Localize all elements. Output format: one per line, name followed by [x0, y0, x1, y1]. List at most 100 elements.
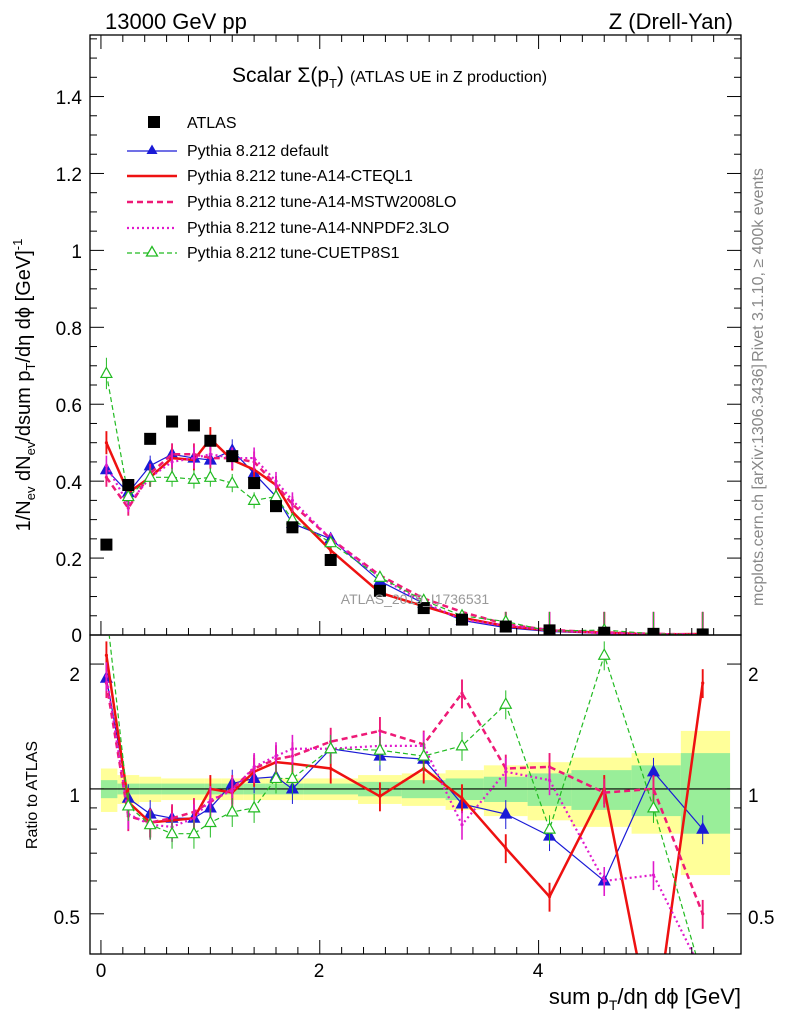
- data-point-nnpdf: [192, 456, 196, 460]
- ratio-band-green: [571, 770, 632, 810]
- data-point-mstw: [104, 475, 109, 479]
- data-point-nnpdf: [274, 754, 278, 758]
- mcplots-label: mcplots.cern.ch [arXiv:1306.3436]: [750, 364, 767, 606]
- data-point-atlas: [166, 415, 179, 428]
- data-point-cuetp8s1: [247, 493, 261, 505]
- data-point-nnpdf: [290, 498, 295, 502]
- x-tick-labels: 0 2 4: [96, 961, 544, 982]
- data-point-nnpdf: [602, 879, 606, 883]
- x-tick-label: 2: [314, 961, 325, 982]
- data-point-cuetp8s1: [543, 821, 557, 834]
- ratio-panel-frame: [89, 634, 742, 955]
- data-point-atlas: [417, 602, 430, 615]
- data-point-cuetp8s1: [203, 470, 217, 482]
- data-point-default: [696, 821, 710, 834]
- data-point-cuetp8s1: [225, 804, 239, 817]
- data-point-nnpdf: [170, 460, 174, 464]
- data-point-cuetp8s1: [121, 489, 135, 502]
- data-point-cteql1: [104, 653, 109, 657]
- data-point-nnpdf: [460, 823, 464, 827]
- data-point-nnpdf: [104, 674, 109, 678]
- data-point-mstw: [460, 691, 464, 695]
- ratio-band-green: [680, 753, 731, 834]
- ratio-y-tick-label: 0.5: [54, 908, 80, 929]
- main-y-tick-label: 1: [71, 242, 82, 263]
- ratio-y-axis-label: Ratio to ATLAS: [24, 741, 41, 849]
- legend-default-marker: [146, 144, 158, 154]
- x-tick-label: 0: [96, 961, 107, 982]
- data-point-nnpdf: [208, 798, 212, 802]
- main-y-axis-label: 1/Nev dNev/dsum pT/dη dϕ [GeV]-1: [10, 239, 38, 532]
- data-point-cuetp8s1: [247, 800, 261, 813]
- data-point-cuetp8s1: [646, 800, 660, 813]
- main-y-tick-label: 1.2: [56, 165, 82, 186]
- data-point-cuetp8s1: [143, 470, 157, 482]
- legend-label: Pythia 8.212 tune-A14-MSTW2008LO: [187, 194, 456, 211]
- data-point-nnpdf: [290, 747, 295, 751]
- data-point-atlas: [226, 450, 239, 463]
- data-point-cuetp8s1: [499, 697, 513, 709]
- data-point-mstw: [378, 729, 382, 733]
- main-y-tick-label: 0.8: [56, 319, 82, 340]
- data-point-nnpdf: [274, 479, 278, 483]
- data-point-cuetp8s1: [417, 748, 431, 761]
- data-point-nnpdf: [547, 778, 552, 782]
- main-y-tick-label: 0.6: [56, 396, 82, 417]
- data-point-atlas: [204, 434, 217, 447]
- data-point-cuetp8s1: [143, 817, 157, 830]
- data-point-mstw: [701, 912, 705, 916]
- data-point-cteql1: [460, 796, 464, 800]
- data-point-cteql1: [329, 548, 333, 552]
- data-point-cteql1: [378, 794, 382, 798]
- data-point-cteql1: [701, 681, 705, 685]
- main-y-tick-label: 0: [71, 626, 82, 647]
- data-point-cuetp8s1: [165, 826, 179, 839]
- analysis-watermark: ATLAS_2019_I1736531: [341, 591, 490, 607]
- data-point-atlas: [499, 620, 512, 633]
- data-point-atlas: [543, 624, 556, 635]
- data-point-nnpdf: [230, 789, 234, 793]
- main-y-tick-label: 1.4: [56, 88, 83, 109]
- legend-label: Pythia 8.212 default: [187, 143, 329, 160]
- data-point-cteql1: [504, 846, 508, 850]
- data-point-atlas: [286, 521, 299, 534]
- main-y-tick-label: 0.2: [56, 550, 82, 571]
- x-tick-label: 4: [533, 961, 544, 982]
- data-point-mstw: [651, 787, 656, 791]
- ratio-y-tick-label: 2: [69, 665, 80, 686]
- data-point-cuetp8s1: [324, 535, 338, 548]
- data-point-atlas: [696, 628, 709, 635]
- data-point-atlas: [187, 419, 200, 432]
- data-point-atlas: [270, 500, 282, 513]
- data-point-cteql1: [547, 895, 552, 899]
- data-point-nnpdf: [252, 456, 256, 460]
- data-point-cuetp8s1: [99, 366, 113, 379]
- ratio-y-tick-label-right: 2: [748, 665, 759, 686]
- data-point-nnpdf: [651, 873, 656, 877]
- data-point-cuetp8s1: [324, 741, 338, 754]
- data-point-atlas: [456, 613, 468, 626]
- data-point-cuetp8s1: [597, 648, 611, 660]
- legend: ATLAS Pythia 8.212 default Pythia 8.212 …: [127, 115, 456, 262]
- legend-cuetp8s1-marker: [145, 245, 159, 257]
- data-point-cuetp8s1: [373, 742, 387, 755]
- data-point-atlas: [324, 554, 337, 566]
- data-point-cuetp8s1: [165, 470, 179, 482]
- data-point-atlas: [100, 538, 113, 551]
- legend-label: Pythia 8.212 tune-A14-NNPDF2.3LO: [187, 220, 449, 237]
- data-point-cuetp8s1: [203, 815, 217, 828]
- ratio-y-tick-label-right: 1: [748, 786, 759, 807]
- ratio-y-tick-label-right: 0.5: [748, 908, 774, 929]
- ratio-panel-series: [99, 636, 710, 954]
- data-point-mstw: [602, 790, 606, 795]
- main-y-tick-labels: 0 0.2 0.4 0.6 0.8 1 1.2 1.4: [56, 88, 83, 647]
- data-point-cteql1: [104, 441, 109, 445]
- main-panel-series: [99, 357, 709, 635]
- data-point-atlas: [373, 584, 386, 597]
- data-point-cuetp8s1: [269, 771, 283, 784]
- x-axis-label: sum pT/dη dϕ [GeV]: [549, 984, 741, 1013]
- data-point-atlas: [122, 479, 135, 491]
- data-point-atlas: [248, 477, 261, 490]
- data-point-cuetp8s1: [225, 475, 239, 488]
